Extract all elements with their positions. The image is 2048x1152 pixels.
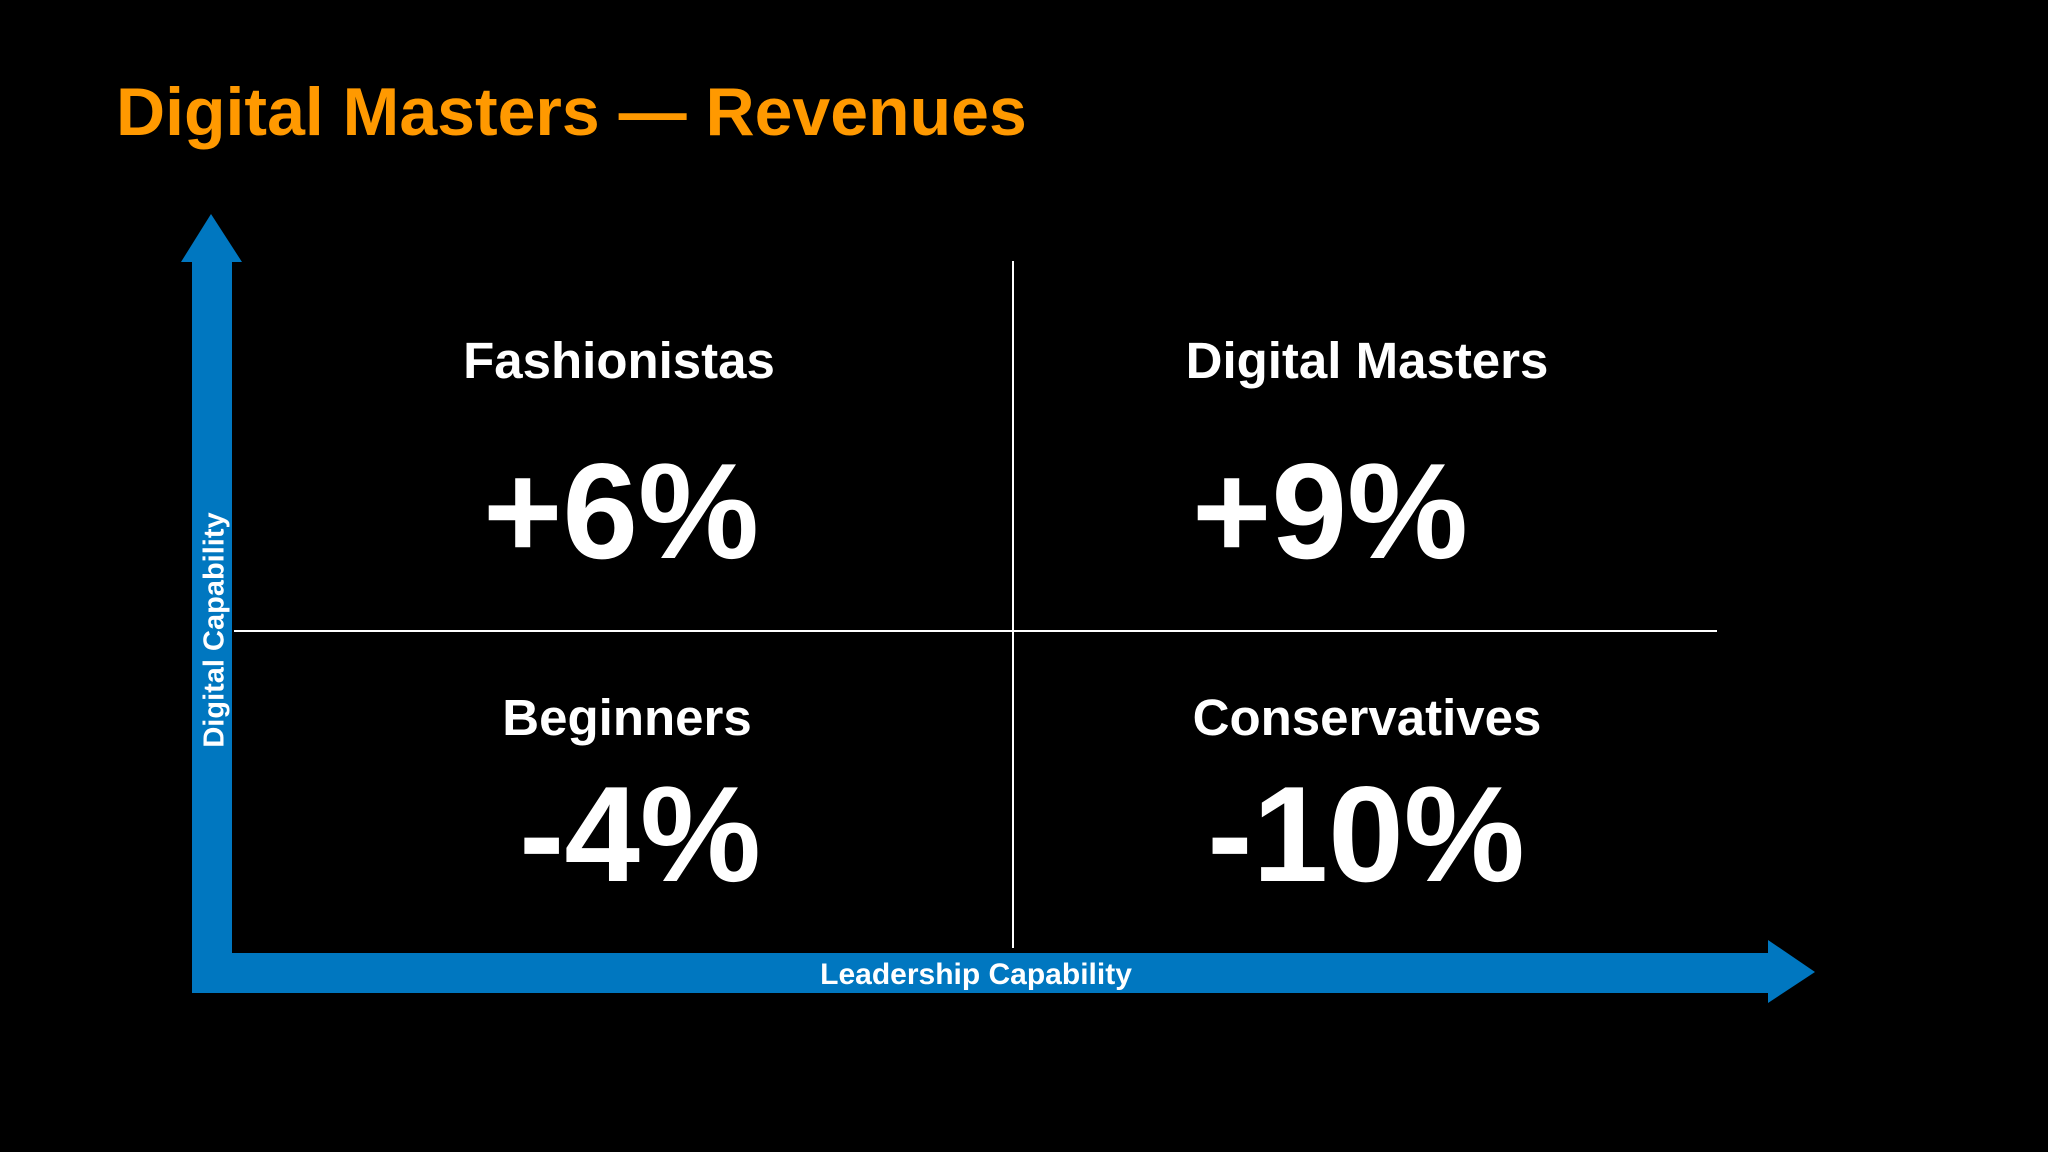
x-axis-arrow xyxy=(192,940,1815,1003)
quadrant-label-digital-masters: Digital Masters xyxy=(1185,332,1549,389)
x-axis-label: Leadership Capability xyxy=(820,958,1132,991)
y-axis-arrow xyxy=(181,214,242,993)
slide-title: Digital Masters — Revenues xyxy=(116,74,1027,150)
y-axis-label: Digital Capability xyxy=(198,512,231,748)
quadrant-value-digital-masters: +9% xyxy=(1192,435,1468,587)
quadrant-value-fashionistas: +6% xyxy=(483,435,759,587)
quadrant-value-beginners: -4% xyxy=(519,758,761,910)
quadrant-label-fashionistas: Fashionistas xyxy=(463,332,775,389)
quadrant-label-conservatives: Conservatives xyxy=(1192,689,1542,746)
quadrant-value-conservatives: -10% xyxy=(1207,758,1525,910)
quadrant-label-beginners: Beginners xyxy=(502,689,752,746)
